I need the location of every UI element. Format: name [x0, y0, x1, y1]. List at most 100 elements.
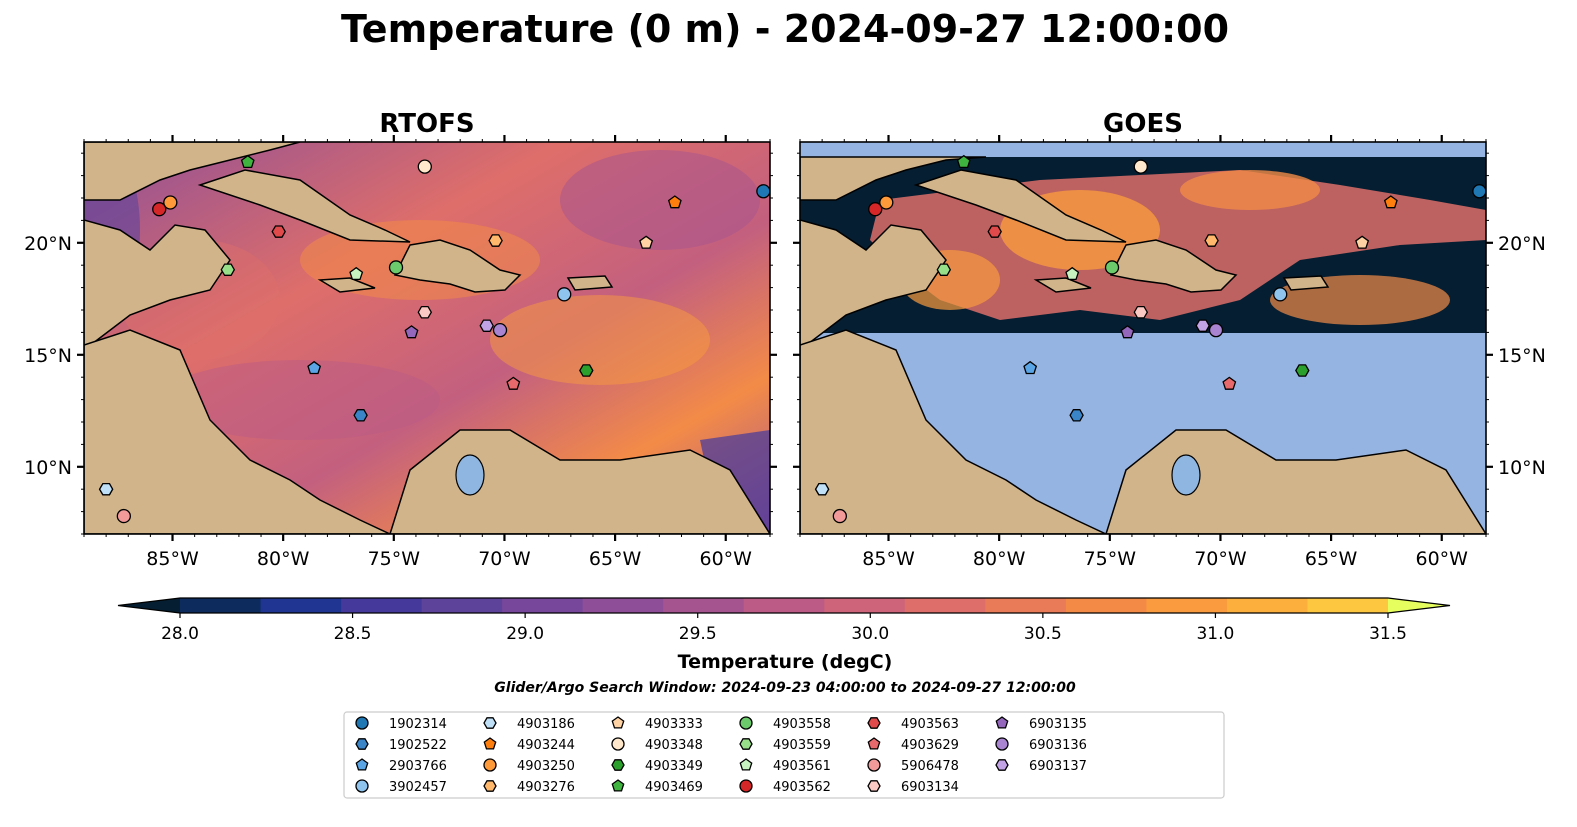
rtofs-float-marker	[492, 323, 508, 338]
rtofs-lon-tick-label: 70°W	[478, 548, 531, 570]
legend-label: 4903333	[645, 717, 703, 732]
rtofs-map: RTOFS 85°W 80°W 75°W 70°W 65°W 60°W 10°N 15°N	[24, 109, 777, 570]
colorbar-tick-label: 30.5	[1024, 624, 1062, 644]
legend-label: 6903135	[1029, 717, 1087, 732]
goes-float-marker	[1208, 323, 1224, 338]
legend-label: 1902314	[389, 717, 447, 732]
legend-item: 4903469	[611, 779, 703, 795]
goes-float-marker	[1023, 360, 1038, 375]
goes-lon-tick-label: 80°W	[973, 548, 1026, 570]
goes-float-marker	[1222, 376, 1237, 390]
rtofs-float-marker	[116, 508, 131, 524]
colorbar-bin	[985, 598, 1067, 613]
legend-label: 3902457	[389, 780, 447, 795]
colorbar-tick-label: 29.0	[506, 624, 544, 644]
legend-item: 4903563	[867, 717, 959, 732]
goes-float-marker	[1383, 195, 1398, 209]
legend-item: 4903276	[483, 780, 575, 795]
legend-marker	[611, 737, 625, 751]
goes-float-marker	[1069, 409, 1084, 422]
goes-float-marker	[1204, 234, 1219, 247]
rtofs-float-marker	[349, 266, 364, 281]
legend-item: 4903559	[739, 738, 831, 753]
goes-lat-tick-label: 20°N	[1498, 233, 1546, 255]
rtofs-float-marker	[557, 287, 572, 302]
legend-item: 4903558	[739, 716, 831, 732]
legend-marker	[611, 759, 625, 771]
colorbar-label: Temperature (degC)	[678, 651, 893, 673]
legend-label: 5906478	[901, 759, 959, 774]
legend-item: 4903348	[611, 737, 703, 753]
legend-label: 4903629	[901, 738, 959, 753]
colorbar-bin	[1226, 598, 1308, 613]
legend-label: 4903558	[773, 717, 831, 732]
legend-marker	[739, 779, 753, 793]
legend-marker	[611, 779, 625, 792]
goes-float-marker	[1355, 235, 1370, 249]
legend-label: 6903137	[1029, 759, 1087, 774]
rtofs-float-marker	[388, 260, 404, 275]
goes-float-marker	[956, 154, 971, 169]
legend-marker	[483, 717, 497, 729]
goes-lon-tick-label: 65°W	[1305, 548, 1358, 570]
colorbar-bin	[260, 598, 342, 613]
rtofs-title: RTOFS	[379, 109, 474, 139]
legend-marker	[739, 758, 753, 771]
goes-float-marker	[936, 263, 952, 276]
rtofs-lon-tick-label: 65°W	[589, 548, 642, 570]
goes-lon-tick-label: 85°W	[862, 548, 915, 570]
legend-marker	[739, 738, 753, 750]
colorbar-bin	[663, 598, 745, 613]
rtofs-lat-tick-label: 20°N	[24, 233, 72, 255]
goes-lon-tick-label: 75°W	[1084, 548, 1137, 570]
legend-item: 6903136	[995, 737, 1087, 753]
colorbar-bin	[582, 598, 664, 613]
legend-marker	[995, 759, 1009, 771]
legend-label: 4903348	[645, 738, 703, 753]
goes-float-marker	[1104, 260, 1120, 275]
goes-title: GOES	[1103, 109, 1183, 139]
legend-marker	[355, 738, 369, 750]
legend-marker	[611, 716, 625, 729]
rtofs-float-marker	[240, 154, 255, 169]
legend-label: 4903562	[773, 780, 831, 795]
legend-item: 6903137	[995, 759, 1087, 774]
legend-marker	[867, 780, 881, 792]
rtofs-float-marker	[579, 364, 594, 377]
goes-float-marker	[814, 482, 830, 496]
legend-item: 2903766	[355, 758, 447, 774]
colorbar-tick-label: 31.5	[1369, 624, 1407, 644]
rtofs-float-marker	[479, 319, 494, 332]
rtofs-float-marker	[152, 202, 167, 217]
legend-marker	[995, 737, 1009, 751]
colorbar-bin	[1307, 598, 1389, 613]
goes-land	[800, 156, 1486, 534]
legend-item: 1902522	[355, 738, 447, 753]
rtofs-float-marker	[98, 482, 114, 496]
colorbar: 28.0 28.5 29.0 29.5 30.0 30.5 31.0 31.5	[117, 597, 1451, 644]
legend-marker	[355, 779, 369, 793]
rtofs-float-marker	[417, 305, 433, 319]
goes-lon-tick-label: 70°W	[1194, 548, 1247, 570]
goes-lon-tick-label: 60°W	[1416, 548, 1469, 570]
goes-float-marker	[1133, 305, 1149, 319]
legend-item: 3902457	[355, 779, 447, 795]
goes-float-marker	[868, 202, 883, 217]
legend-label: 2903766	[389, 759, 447, 774]
legend-item: 6903135	[995, 716, 1087, 732]
goes-float-marker	[1120, 325, 1135, 339]
legend-label: 4903563	[901, 717, 959, 732]
goes-lat-tick-label: 10°N	[1498, 457, 1546, 479]
search-window-text: Glider/Argo Search Window: 2024-09-23 04…	[494, 680, 1076, 696]
legend-marker	[483, 780, 497, 792]
legend-label: 4903469	[645, 780, 703, 795]
colorbar-bin	[502, 598, 584, 613]
colorbar-bin	[1065, 598, 1147, 613]
rtofs-float-marker	[667, 195, 682, 209]
legend-label: 6903134	[901, 780, 959, 795]
rtofs-float-marker	[756, 184, 771, 199]
legend-item: 4903250	[483, 758, 575, 774]
goes-frame	[799, 141, 1487, 535]
rtofs-frame	[83, 141, 771, 535]
colorbar-extend-max	[1388, 598, 1450, 613]
